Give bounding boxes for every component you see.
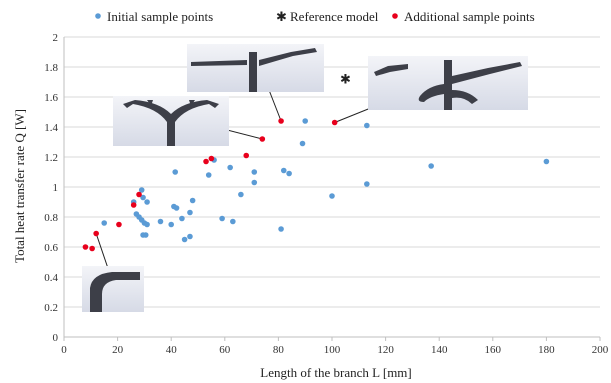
x-tick-label: 200	[592, 344, 609, 356]
initial-sample-point	[187, 209, 193, 216]
x-tick-label: 20	[112, 344, 124, 356]
additional-sample-point	[82, 244, 89, 250]
x-tick-label: 120	[377, 344, 394, 356]
y-tick-label: 0.8	[44, 212, 58, 224]
initial-sample-point	[329, 193, 335, 199]
initial-sample-point	[302, 118, 309, 124]
initial-sample-point	[179, 215, 185, 222]
legend-marker-reference: ✱	[276, 10, 287, 25]
x-tick-label: 180	[538, 344, 555, 356]
additional-sample-point	[208, 155, 215, 162]
legend-label-additional: Additional sample points	[404, 9, 535, 24]
tick-labels: 00.20.40.60.811.21.41.61.820 20 40 60 80 100 1…	[44, 32, 609, 356]
initial-sample-point	[144, 221, 150, 228]
y-tick-label: 2	[53, 32, 59, 44]
legend-label-initial: Initial sample points	[107, 9, 213, 24]
additional-sample-point	[130, 202, 137, 208]
initial-sample-point	[173, 205, 180, 211]
additional-sample-point	[259, 136, 266, 142]
initial-sample-point	[428, 163, 434, 169]
initial-sample-point	[138, 187, 145, 193]
additional-sample-point	[331, 119, 338, 126]
inset-straight-branch	[82, 266, 144, 312]
additional-sample-point	[278, 118, 284, 124]
x-axis-title: Length of the branch L [mm]	[260, 365, 412, 380]
additional-sample-point	[203, 158, 209, 165]
y-tick-label: 0.6	[44, 242, 58, 254]
initial-sample-point	[189, 197, 196, 204]
y-tick-label: 0	[53, 332, 59, 344]
additional-sample-point	[93, 230, 99, 237]
x-tick-label: 160	[485, 344, 502, 356]
x-tick-label: 40	[166, 344, 178, 356]
initial-sample-point	[168, 221, 174, 228]
x-tick-label: 0	[61, 344, 67, 356]
y-tick-label: 1.2	[44, 152, 58, 164]
y-tick-label: 1	[53, 182, 59, 194]
initial-sample-point	[172, 169, 179, 175]
initial-sample-point	[157, 218, 164, 225]
initial-sample-point	[280, 167, 287, 174]
initial-sample-point	[140, 232, 146, 238]
x-tick-label: 100	[324, 344, 341, 356]
additional-sample-point	[243, 152, 250, 159]
initial-sample-point	[299, 140, 306, 147]
initial-sample-point	[238, 191, 244, 198]
initial-sample-point	[205, 172, 212, 178]
initial-sample-point	[187, 233, 193, 240]
geometry-insets	[82, 44, 528, 312]
x-tick-label: 60	[219, 344, 231, 356]
initial-sample-point	[286, 170, 292, 177]
y-tick-label: 0.2	[44, 302, 58, 314]
legend: Initial sample points ✱ Reference model …	[95, 9, 535, 25]
additional-sample-point	[89, 245, 95, 252]
data-points: ✱	[82, 73, 550, 252]
additional-sample-point	[136, 191, 142, 198]
initial-sample-point	[140, 194, 146, 201]
inset-t-branch	[187, 44, 324, 92]
y-tick-label: 1.6	[44, 92, 58, 104]
legend-marker-initial	[95, 13, 101, 19]
legend-marker-additional	[392, 13, 398, 19]
initial-sample-point	[101, 220, 107, 226]
x-tick-label: 80	[273, 344, 285, 356]
inset-complex-branch	[368, 56, 528, 110]
initial-sample-point	[181, 236, 188, 243]
initial-sample-point	[219, 215, 225, 222]
initial-sample-point	[364, 122, 370, 129]
initial-sample-point	[251, 169, 258, 175]
additional-sample-point	[116, 221, 122, 228]
initial-sample-point	[144, 199, 150, 205]
initial-sample-point	[278, 226, 284, 232]
y-tick-label: 1.8	[44, 62, 58, 74]
y-axis-title: Total heat transfer rate Q [W]	[12, 109, 27, 263]
initial-sample-point	[543, 158, 550, 165]
y-tick-label: 1.4	[44, 122, 58, 134]
y-tick-label: 0.4	[44, 272, 58, 284]
initial-sample-point	[251, 179, 258, 186]
legend-label-reference: Reference model	[290, 9, 379, 24]
axes	[63, 37, 601, 341]
initial-sample-point	[227, 164, 233, 171]
reference-model-point: ✱	[340, 73, 351, 88]
inset-y-branch	[113, 96, 229, 146]
initial-sample-point	[364, 181, 370, 187]
x-tick-label: 140	[431, 344, 448, 356]
initial-sample-point	[230, 218, 236, 225]
